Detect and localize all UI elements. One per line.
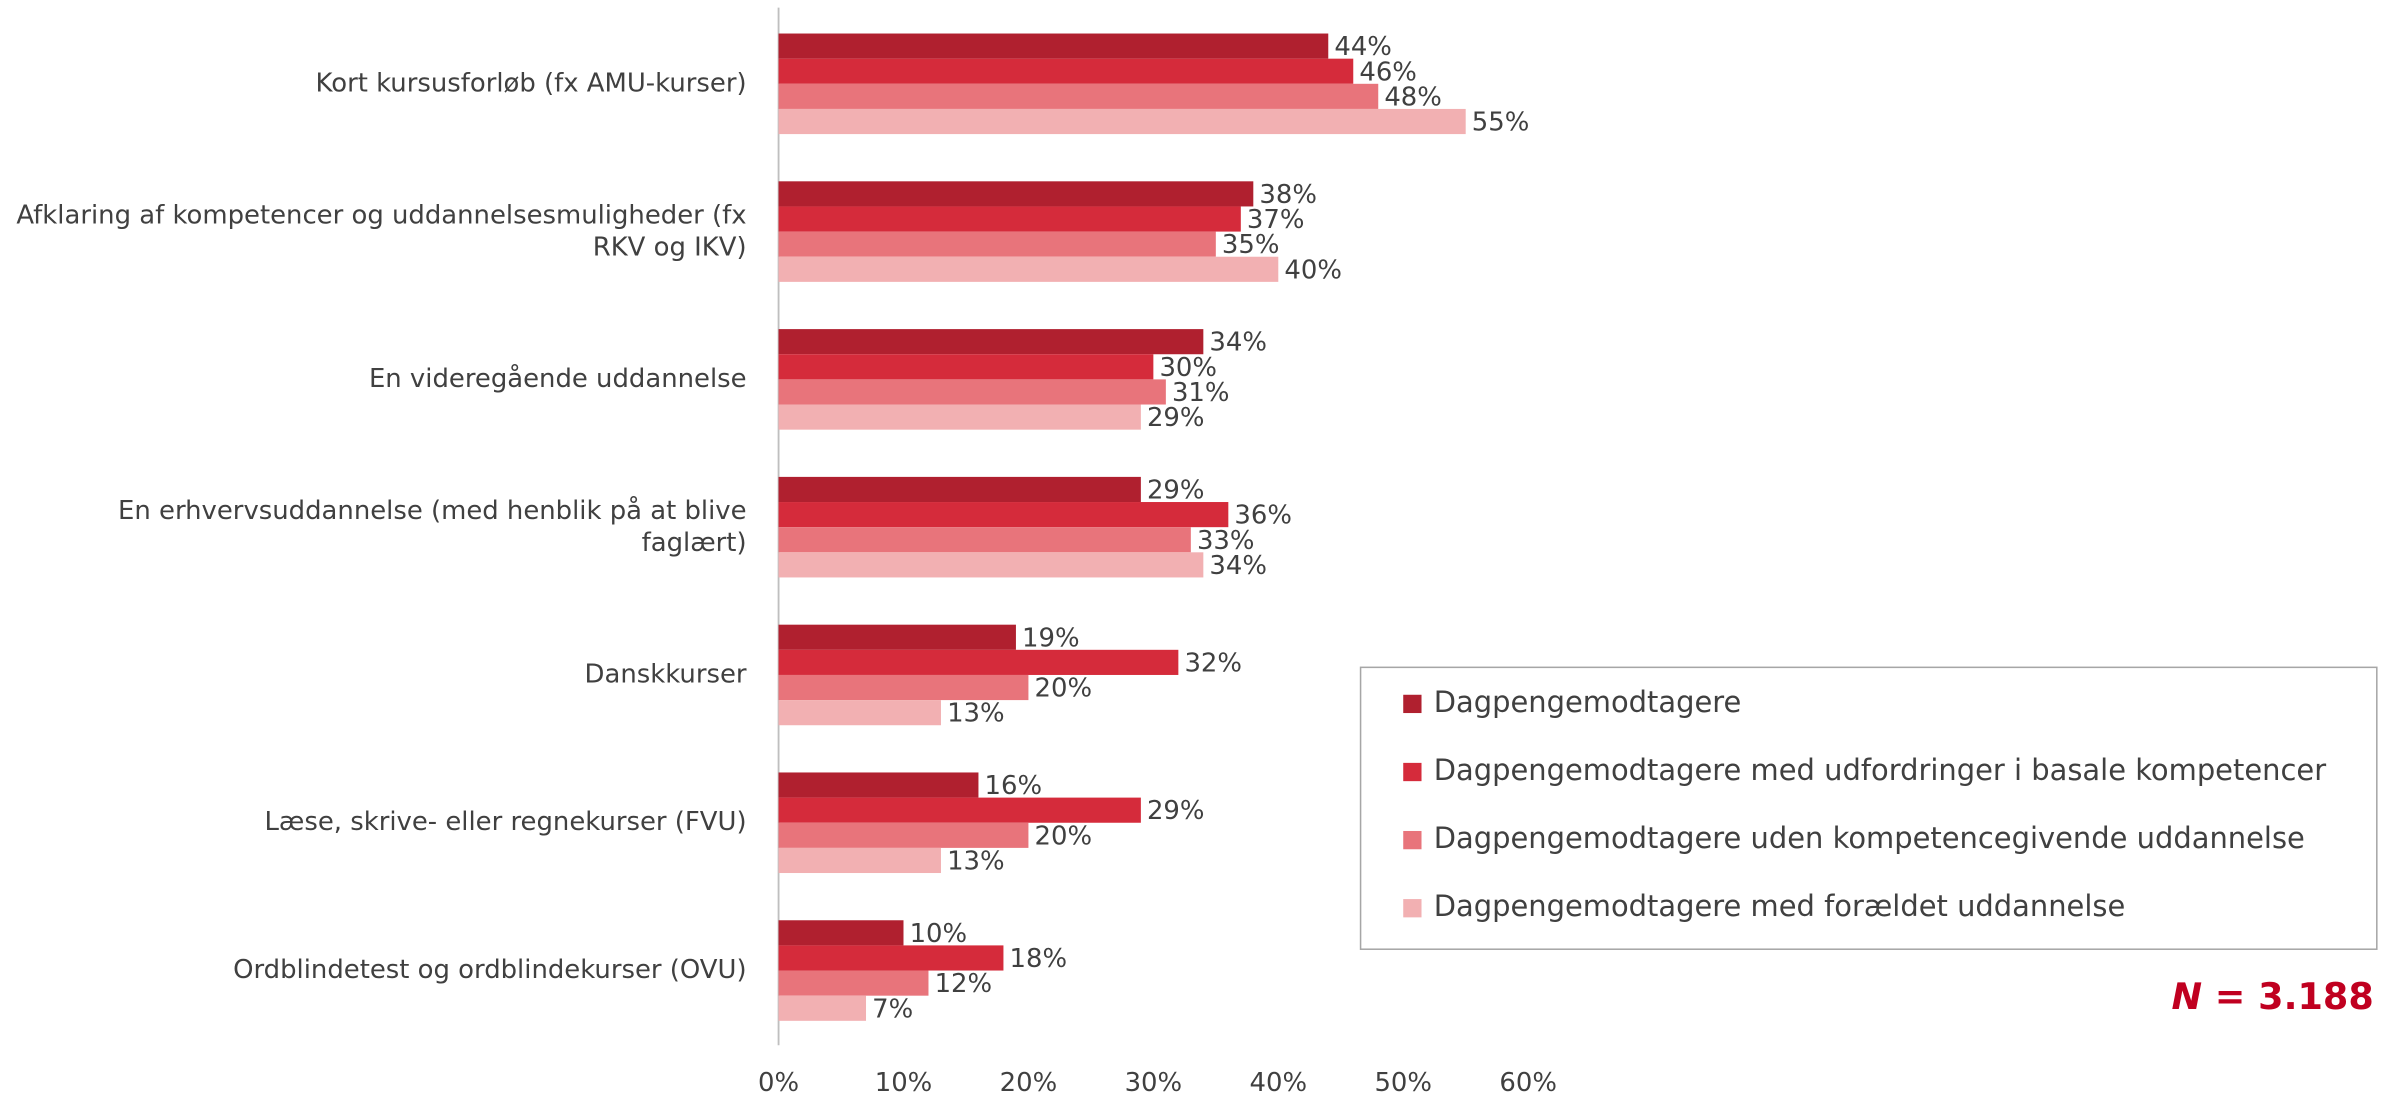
bar — [778, 945, 1004, 971]
bar — [778, 970, 929, 996]
legend-swatch — [1403, 694, 1422, 714]
value-label: 37% — [1247, 205, 1305, 235]
bar — [778, 502, 1229, 528]
category-line: faglært) — [642, 528, 747, 558]
legend-swatch — [1403, 899, 1422, 918]
value-label: 38% — [1259, 180, 1317, 210]
bar — [778, 354, 1154, 380]
bar — [778, 772, 979, 798]
bar — [778, 700, 941, 726]
sample-value: = 3.188 — [2215, 974, 2374, 1017]
value-label: 44% — [1334, 32, 1392, 62]
value-label: 20% — [1035, 821, 1093, 851]
bar — [778, 920, 904, 946]
bar — [778, 256, 1279, 282]
x-tick-label: 40% — [1250, 1068, 1308, 1097]
bar — [778, 206, 1241, 232]
legend-label: Dagpengemodtagere med udfordringer i bas… — [1434, 753, 2326, 787]
bar — [778, 58, 1354, 84]
bar — [778, 476, 1141, 503]
bar — [778, 624, 1016, 650]
category-line: RKV og IKV) — [593, 232, 747, 262]
bar — [778, 649, 1179, 675]
value-label: 7% — [872, 994, 913, 1024]
category-label: En videregående uddannelse — [369, 363, 747, 394]
x-tick-label: 50% — [1374, 1068, 1432, 1097]
category-label: Afklaring af kompetencer og uddannelsesm… — [16, 200, 746, 262]
bar — [778, 33, 1329, 59]
bar — [778, 231, 1216, 257]
legend-swatch — [1403, 762, 1422, 782]
value-label: 48% — [1384, 82, 1442, 112]
value-label: 12% — [935, 969, 993, 999]
value-label: 32% — [1184, 648, 1242, 678]
value-label: 13% — [947, 846, 1005, 876]
value-label: 13% — [947, 699, 1005, 729]
x-tick-label: 10% — [875, 1068, 933, 1097]
legend-label: Dagpengemodtagere med forældet uddannels… — [1434, 889, 2126, 923]
category-label: Læse, skrive- eller regnekurser (FVU) — [265, 807, 747, 837]
value-label: 10% — [910, 919, 968, 949]
x-tick-label: 20% — [1000, 1068, 1058, 1097]
x-tick-label: 30% — [1125, 1068, 1183, 1097]
category-line: En erhvervsuddannelse (med henblik på at… — [118, 495, 747, 526]
category-label: En erhvervsuddannelse (med henblik på at… — [118, 495, 747, 558]
value-label: 29% — [1147, 796, 1205, 826]
value-label: 30% — [1159, 353, 1217, 383]
bar — [778, 108, 1466, 135]
category-label: Kort kursusforløb (fx AMU-kurser) — [316, 68, 747, 98]
bar — [778, 797, 1141, 823]
bar — [778, 181, 1254, 207]
value-label: 29% — [1147, 475, 1205, 505]
bar — [778, 404, 1141, 430]
bar — [778, 847, 941, 874]
legend-label: Dagpengemodtagere uden kompetencegivende… — [1434, 821, 2305, 855]
value-label: 29% — [1147, 403, 1205, 433]
category-label: Ordblindetest og ordblindekurser (OVU) — [233, 955, 746, 985]
category-line: Afklaring af kompetencer og uddannelsesm… — [16, 200, 746, 230]
value-label: 31% — [1172, 378, 1230, 408]
bar — [778, 552, 1204, 578]
value-label: 34% — [1209, 551, 1267, 581]
value-label: 20% — [1035, 674, 1093, 704]
bar — [778, 674, 1029, 701]
x-tick-label: 60% — [1499, 1068, 1557, 1097]
value-label: 19% — [1022, 623, 1080, 653]
bar — [778, 379, 1166, 405]
value-label: 55% — [1472, 108, 1530, 138]
legend-label: Dagpengemodtagere — [1434, 685, 1742, 719]
value-label: 46% — [1359, 57, 1417, 87]
category-label: Danskkurser — [585, 659, 747, 689]
value-label: 18% — [1010, 944, 1068, 974]
value-label: 35% — [1222, 230, 1280, 260]
value-label: 40% — [1284, 255, 1342, 285]
legend-swatch — [1403, 830, 1422, 850]
value-label: 33% — [1197, 526, 1255, 556]
sample-symbol: N — [2171, 974, 2202, 1017]
bar — [778, 995, 867, 1021]
legend-box — [1359, 666, 2378, 950]
bar — [778, 527, 1191, 553]
value-label: 16% — [985, 771, 1043, 801]
bar — [778, 329, 1204, 355]
x-tick-label: 0% — [758, 1068, 799, 1097]
value-label: 34% — [1209, 328, 1267, 358]
sample-size: N = 3.188 — [2171, 974, 2373, 1017]
bar — [778, 83, 1379, 109]
value-label: 36% — [1234, 501, 1292, 531]
bar — [778, 822, 1029, 848]
